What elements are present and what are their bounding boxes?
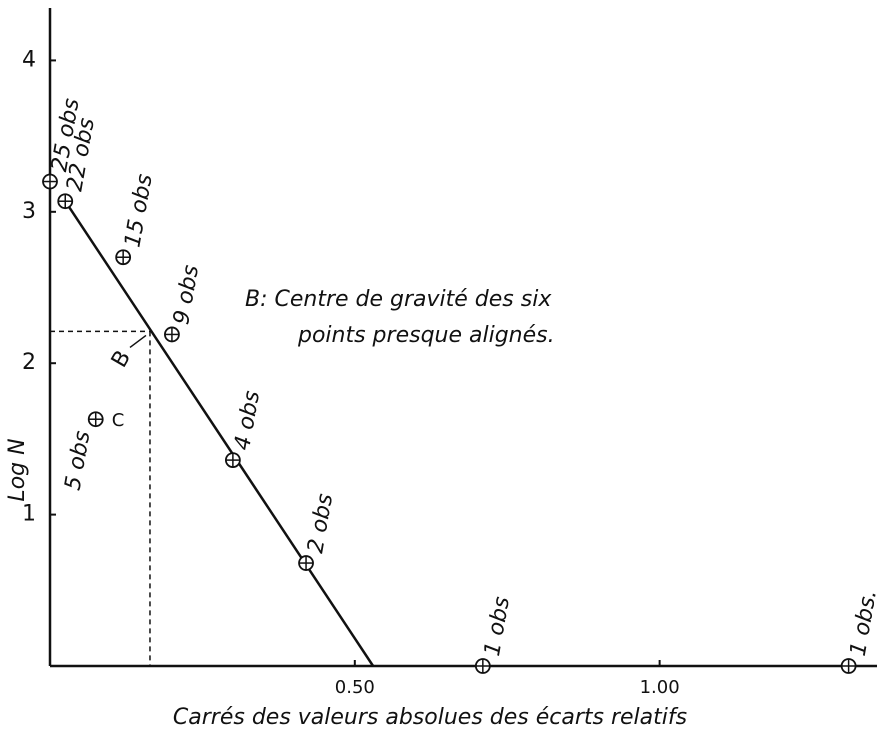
point-label: 4 obs <box>230 389 265 452</box>
point <box>474 658 491 674</box>
point-label: 1 obs. <box>846 588 877 658</box>
y-tick-label: 3 <box>22 199 36 224</box>
point-label: 9 obs <box>169 263 204 326</box>
y-tick-label: 4 <box>22 47 36 72</box>
point <box>42 173 58 190</box>
point <box>164 326 180 343</box>
point <box>57 193 74 210</box>
point <box>224 452 241 469</box>
point <box>115 249 132 266</box>
point <box>840 658 857 674</box>
annotation: points presque alignés. <box>297 323 555 348</box>
point-label: 1 obs <box>480 595 515 658</box>
x-tick-label: 0.50 <box>335 677 375 698</box>
point-label: 2 obs <box>303 492 338 555</box>
y-axis-label: Log N <box>5 438 30 501</box>
point <box>298 555 314 571</box>
y-tick-label: 1 <box>22 502 36 527</box>
x-axis-label: Carrés des valeurs absolues des écarts r… <box>173 705 687 730</box>
x-tick-label: 1.00 <box>640 677 680 698</box>
y-tick-label: 2 <box>22 350 36 375</box>
point-name: C <box>112 410 125 431</box>
point-label: 15 obs <box>120 172 157 249</box>
reference-label: B <box>107 346 136 372</box>
reference-arrow <box>129 334 147 349</box>
annotation: B: Centre de gravité des six <box>245 287 552 312</box>
point <box>87 411 104 428</box>
fit-line <box>64 200 375 667</box>
point-label: 5 obs <box>61 429 96 492</box>
